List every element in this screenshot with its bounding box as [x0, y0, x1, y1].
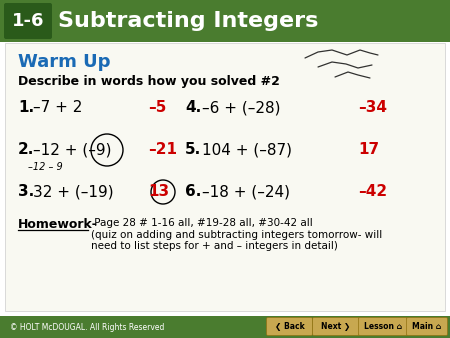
- Text: –21: –21: [148, 143, 177, 158]
- Text: 104 + (–87): 104 + (–87): [202, 143, 292, 158]
- Text: –18 + (–24): –18 + (–24): [202, 185, 290, 199]
- Text: –5: –5: [148, 100, 166, 116]
- Text: Describe in words how you solved #2: Describe in words how you solved #2: [18, 75, 280, 89]
- Text: Homework-: Homework-: [18, 218, 98, 231]
- Text: 1-6: 1-6: [12, 12, 44, 30]
- Text: 13: 13: [148, 185, 169, 199]
- FancyBboxPatch shape: [0, 316, 450, 338]
- Text: Subtracting Integers: Subtracting Integers: [58, 11, 319, 31]
- FancyBboxPatch shape: [312, 317, 360, 336]
- Text: 32 + (–19): 32 + (–19): [33, 185, 113, 199]
- Text: 2.: 2.: [18, 143, 34, 158]
- FancyBboxPatch shape: [266, 317, 312, 336]
- Text: –34: –34: [358, 100, 387, 116]
- Text: Main ⌂: Main ⌂: [412, 322, 441, 331]
- Text: 1.: 1.: [18, 100, 34, 116]
- FancyBboxPatch shape: [0, 0, 450, 42]
- Text: –12 + (–9): –12 + (–9): [33, 143, 112, 158]
- Text: ❮ Back: ❮ Back: [274, 322, 304, 331]
- Text: 17: 17: [358, 143, 379, 158]
- Text: –42: –42: [358, 185, 387, 199]
- Text: © HOLT McDOUGAL. All Rights Reserved: © HOLT McDOUGAL. All Rights Reserved: [10, 322, 164, 332]
- Text: Next ❯: Next ❯: [321, 322, 351, 331]
- Text: –12 – 9: –12 – 9: [28, 162, 63, 172]
- Text: Page 28 # 1-16 all, #19-28 all, #30-42 all
(quiz on adding and subtracting integ: Page 28 # 1-16 all, #19-28 all, #30-42 a…: [91, 218, 382, 251]
- Text: 5.: 5.: [185, 143, 201, 158]
- Text: 6.: 6.: [185, 185, 202, 199]
- Text: Lesson ⌂: Lesson ⌂: [364, 322, 402, 331]
- Text: –6 + (–28): –6 + (–28): [202, 100, 280, 116]
- FancyBboxPatch shape: [5, 43, 445, 311]
- Text: Warm Up: Warm Up: [18, 53, 111, 71]
- Text: 4.: 4.: [185, 100, 201, 116]
- Text: –7 + 2: –7 + 2: [33, 100, 82, 116]
- Text: 3.: 3.: [18, 185, 34, 199]
- FancyBboxPatch shape: [359, 317, 408, 336]
- FancyBboxPatch shape: [4, 3, 52, 39]
- FancyBboxPatch shape: [406, 317, 447, 336]
